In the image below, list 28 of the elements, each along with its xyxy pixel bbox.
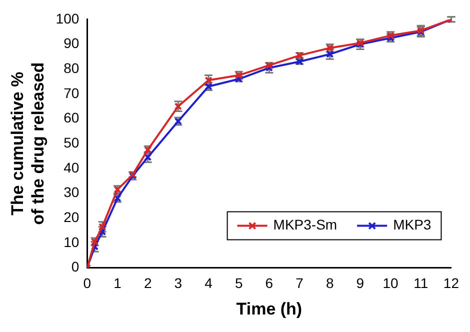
x-tick-label: 4 — [204, 275, 213, 292]
legend-label: MKP3-Sm — [273, 216, 338, 233]
y-tick-label: 90 — [64, 35, 80, 52]
y-tick-label: 70 — [64, 84, 80, 101]
x-tick-label: 3 — [174, 275, 182, 292]
y-tick-label: 30 — [64, 184, 80, 200]
y-tick-label: 0 — [71, 258, 80, 275]
x-tick-label: 9 — [356, 275, 364, 292]
y-tick-label: 100 — [56, 10, 80, 26]
x-tick-label: 0 — [83, 275, 92, 292]
x-axis-title: Time (h) — [236, 299, 302, 318]
y-tick-label: 40 — [64, 159, 80, 176]
y-tick-label: 10 — [64, 234, 80, 250]
y-tick-label: 50 — [64, 134, 80, 150]
x-tick-label: 2 — [144, 275, 152, 292]
x-tick-label: 5 — [234, 275, 243, 292]
legend-label: MKP3 — [393, 216, 432, 233]
x-tick-label: 8 — [326, 275, 334, 292]
x-tick-label: 10 — [382, 275, 399, 292]
y-tick-label: 20 — [64, 208, 80, 225]
x-tick-label: 11 — [414, 275, 428, 292]
x-tick-label: 7 — [296, 275, 304, 292]
x-tick-label: 12 — [443, 275, 460, 292]
y-axis-title: The cumulative % of the drug released — [8, 62, 48, 225]
x-tick-label: 6 — [265, 275, 274, 292]
x-tick-label: 1 — [114, 275, 122, 292]
y-tick-label: 80 — [64, 60, 80, 76]
y-tick-label: 60 — [64, 110, 80, 126]
